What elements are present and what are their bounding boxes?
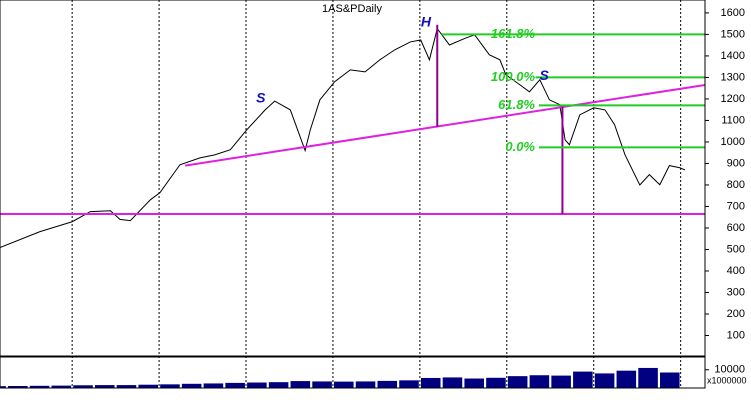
volume-bar (312, 381, 332, 388)
volume-bar (334, 381, 354, 388)
y-tick-label: 1200 (721, 93, 745, 105)
y-tick-label: 1000 (721, 136, 745, 148)
y-tick-label: 300 (727, 286, 745, 298)
y-tick-label: 1300 (721, 71, 745, 83)
volume-bar (594, 373, 615, 388)
chart-title: 1AS&PDaily (322, 3, 382, 15)
volume-bar (399, 380, 419, 388)
y-tick-label: 1100 (721, 114, 745, 126)
volume-bar (116, 385, 137, 388)
volume-unit: x1000000 (707, 375, 747, 385)
fib-label: 0.0% (505, 139, 535, 154)
volume-bar (616, 370, 637, 388)
volume-bar (0, 386, 6, 388)
y-tick-label: 800 (727, 179, 745, 191)
volume-bar (355, 381, 376, 388)
y-tick-label: 10000 (714, 364, 745, 376)
volume-bar (464, 378, 484, 388)
y-tick-label: 500 (727, 243, 745, 255)
price-line (0, 27, 686, 248)
y-tick-label: 600 (727, 222, 745, 234)
y-tick-label: 1500 (721, 28, 745, 40)
volume-bar (573, 371, 593, 388)
volume-bar (507, 376, 528, 388)
price-panel: 161.8% 100.0% 61.8% 0.0% S H S (0, 13, 705, 248)
pattern-label: S (256, 90, 266, 106)
pattern-label: S (540, 67, 550, 83)
volume-bar (160, 384, 180, 388)
fib-label: 100.0% (491, 69, 536, 84)
grid (71, 0, 682, 388)
y-tick-label: 1400 (721, 50, 745, 62)
volume-bar (51, 385, 72, 388)
fib-label: 61.8% (498, 97, 535, 112)
volume-bar (8, 385, 28, 388)
volume-bar (268, 382, 289, 388)
volume-bar (181, 383, 202, 388)
y-tick-label: 400 (727, 265, 745, 277)
volume-bar (420, 377, 441, 388)
volume-bar (247, 382, 267, 388)
volume-bar (290, 381, 311, 388)
volume-bar (377, 380, 398, 388)
volume-bar (486, 377, 506, 388)
y-tick-label: 100 (727, 329, 745, 341)
axis: x1000000 100 200 300 400 500 600 700 800 900 1000… (0, 0, 747, 389)
fib-label: 161.8% (491, 26, 536, 41)
y-tick-label: 1600 (721, 7, 745, 19)
volume-bar (660, 372, 680, 388)
volume-bar (638, 367, 658, 388)
volume-panel (0, 367, 680, 388)
volume-bar (442, 377, 463, 388)
volume-bar (94, 385, 115, 388)
volume-bar (138, 384, 158, 388)
price-frame (0, 0, 706, 357)
volume-bar (551, 375, 571, 388)
neckline (185, 83, 705, 167)
y-tick-label: 700 (727, 200, 745, 212)
volume-bar (29, 385, 50, 388)
volume-bar (203, 383, 224, 388)
volume-bar (529, 375, 550, 388)
volume-bar (73, 385, 93, 388)
pattern-label: H (421, 13, 432, 29)
volume-frame (0, 356, 706, 389)
y-tick-label: 900 (727, 157, 745, 169)
volume-bar (225, 382, 245, 388)
y-tick-label: 200 (727, 308, 745, 320)
